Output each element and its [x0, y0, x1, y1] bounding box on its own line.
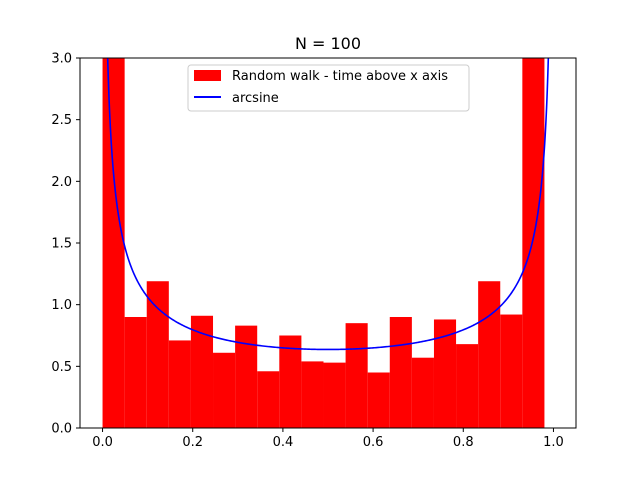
y-tick-label: 3.0 [51, 52, 72, 67]
histogram-bar [102, 58, 125, 428]
y-tick-label: 1.0 [51, 298, 72, 313]
histogram-bar [389, 317, 412, 428]
y-tick-label: 2.5 [51, 113, 72, 128]
histogram-bar [124, 317, 147, 428]
legend-label-histogram: Random walk - time above x axis [232, 69, 448, 84]
legend-label-arcsine: arcsine [232, 91, 279, 106]
legend-swatch-histogram [194, 70, 221, 81]
x-tick-label: 0.4 [273, 435, 294, 450]
histogram-bar [301, 361, 324, 428]
arcsine-curve [106, 58, 550, 351]
y-axis: 0.0 0.5 1.0 1.5 2.0 2.5 3.0 [51, 52, 80, 437]
histogram-bar [456, 344, 479, 428]
histogram-bar [345, 323, 368, 428]
histogram-bar [522, 58, 545, 428]
histogram-bar [478, 281, 501, 428]
x-tick-label: 0.0 [92, 435, 113, 450]
histogram-bar [279, 335, 302, 428]
histogram-bar [411, 357, 434, 428]
histogram-bars [102, 58, 545, 428]
histogram-bar [235, 325, 258, 428]
y-tick-label: 2.0 [51, 175, 72, 190]
x-tick-label: 1.0 [543, 435, 564, 450]
legend: Random walk - time above x axis arcsine [187, 64, 470, 112]
histogram-bar [213, 352, 236, 428]
y-tick-label: 0.0 [51, 422, 72, 437]
x-tick-label: 0.6 [363, 435, 384, 450]
histogram-bar [323, 362, 346, 428]
histogram-bar [257, 371, 280, 428]
legend-box [187, 64, 470, 112]
chart-title: N = 100 [295, 34, 361, 53]
x-axis: 0.0 0.2 0.4 0.6 0.8 1.0 [92, 428, 564, 450]
histogram-bar [168, 340, 191, 428]
x-tick-label: 0.8 [453, 435, 474, 450]
histogram-bar [433, 319, 457, 428]
arcsine-curve-group [106, 58, 550, 351]
y-tick-label: 0.5 [51, 360, 72, 375]
histogram-bar [500, 314, 523, 428]
y-tick-label: 1.5 [51, 237, 72, 252]
histogram-bar [190, 315, 214, 428]
histogram-bar [367, 372, 390, 428]
x-tick-label: 0.2 [182, 435, 203, 450]
histogram-bar [146, 281, 169, 428]
